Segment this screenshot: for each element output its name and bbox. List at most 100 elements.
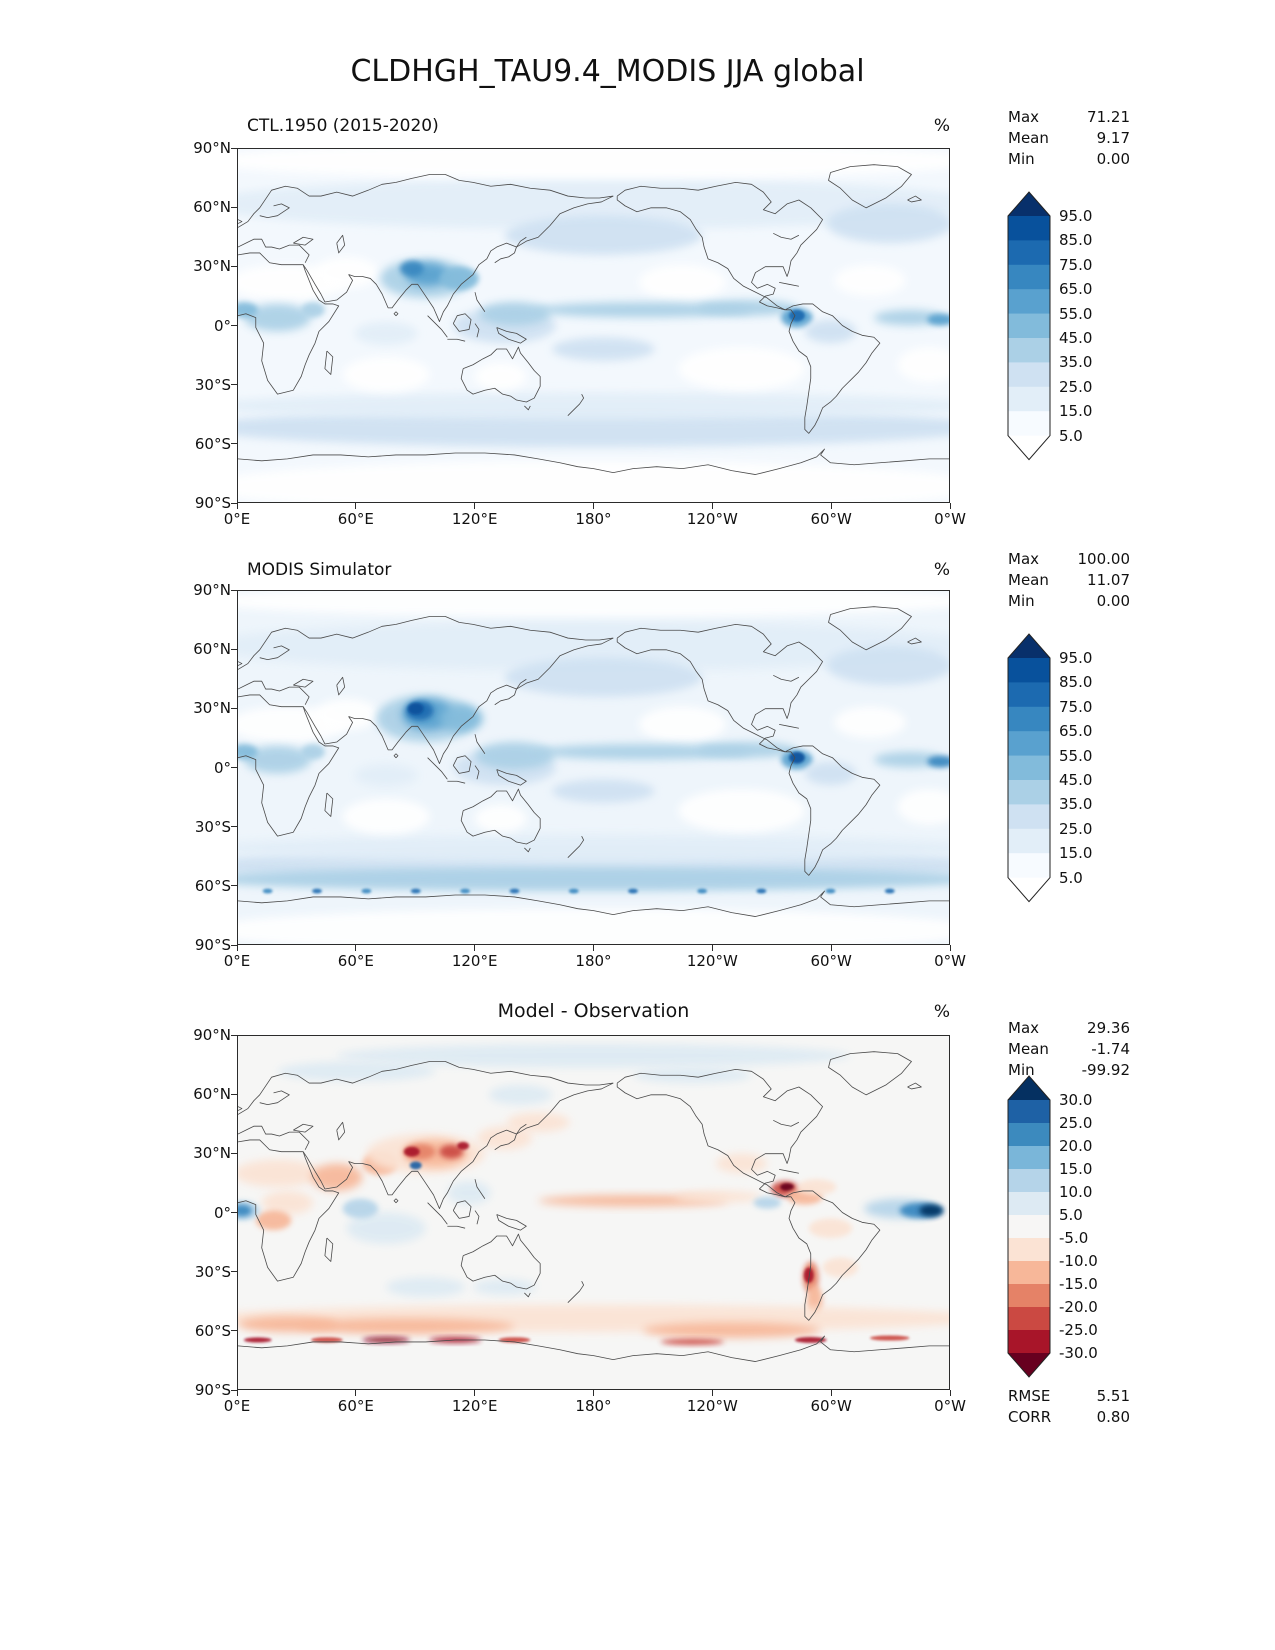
shading-blob <box>506 1112 570 1133</box>
shading-blob <box>238 301 258 318</box>
coastline-path <box>238 695 339 836</box>
coastline-path <box>325 1238 333 1262</box>
lat-tick-label: 0° <box>213 1203 231 1222</box>
colorbar-tick-label: 15.0 <box>1059 844 1093 863</box>
colorbar-cell <box>1008 706 1050 732</box>
lon-tick-label: 60°E <box>337 1397 374 1415</box>
colorbar-cell <box>1008 1261 1050 1285</box>
shading-blob <box>238 1204 252 1217</box>
colorbar-over-arrow <box>1008 1076 1050 1100</box>
lon-tick-label: 120°W <box>686 1397 738 1415</box>
lat-tick-mark <box>231 443 237 445</box>
stat-row: Min 0.00 <box>1008 149 1130 170</box>
colorbar-tick-label: 75.0 <box>1059 697 1093 716</box>
shading-blob <box>403 1146 420 1157</box>
coastline-path <box>238 891 949 916</box>
colorbar-cell <box>1008 1215 1050 1239</box>
lon-tick-label: 180° <box>575 1397 612 1415</box>
shading-blob <box>457 1141 470 1150</box>
colorbar-cell <box>1008 804 1050 830</box>
colorbar-tick-label: -25.0 <box>1059 1321 1098 1339</box>
shading-blob <box>927 755 949 768</box>
colorbar-over-arrow <box>1008 191 1050 216</box>
colorbar-tick-label: 45.0 <box>1059 771 1093 789</box>
lon-tick-mark <box>949 1390 951 1396</box>
shading-blob <box>756 888 767 894</box>
shading-blob <box>409 1161 422 1170</box>
stat-row: Max 71.21 <box>1008 107 1130 128</box>
shading-blob <box>238 149 949 179</box>
lon-tick-mark <box>474 945 476 951</box>
stat-row: Mean 9.17 <box>1008 128 1130 149</box>
lat-tick-label: 60°N <box>193 198 231 217</box>
lon-tick-label: 0°E <box>223 952 251 970</box>
shading-blob <box>638 706 726 743</box>
colorbar-cell <box>1008 828 1050 854</box>
coastline-path <box>337 677 345 695</box>
coastline-path <box>785 746 880 875</box>
shading-blob <box>399 260 424 277</box>
coastline-path <box>260 1091 290 1105</box>
colorbar-outline <box>1007 191 1051 461</box>
shading-blob <box>238 743 258 760</box>
stat-value-max: 100.00 <box>1077 550 1131 568</box>
map-field-panel-2 <box>238 591 949 944</box>
coastline-path <box>475 1211 479 1225</box>
lat-tick-mark <box>231 944 237 946</box>
shading-blob <box>780 1183 794 1191</box>
colorbar-tick-label: 25.0 <box>1059 1114 1093 1132</box>
lon-tick-mark <box>830 945 832 951</box>
lat-tick-label: 60°S <box>194 1321 231 1340</box>
lat-tick-label: 0° <box>213 758 231 777</box>
contour-shading <box>238 149 949 502</box>
colorbar-cell <box>1008 1192 1050 1216</box>
stat-value-min: 0.00 <box>1096 150 1130 168</box>
shading-blob <box>238 620 949 672</box>
shading-blob <box>919 1204 944 1217</box>
stat-value-min: -99.92 <box>1081 1061 1130 1079</box>
coastline-path <box>617 1083 785 1197</box>
lat-tick-label: 30°N <box>193 257 231 276</box>
shading-blob <box>628 888 638 894</box>
shading-blob <box>354 321 418 346</box>
coastline-path <box>238 239 309 263</box>
coastline-path <box>325 351 333 375</box>
lon-tick-label: 180° <box>575 510 612 528</box>
shading-blob <box>475 804 527 833</box>
coastline-path <box>568 836 584 858</box>
colorbar-tick-label: 55.0 <box>1059 304 1093 323</box>
coastline-path <box>461 347 540 402</box>
shading-blob <box>342 1198 379 1219</box>
coastline-path <box>293 237 313 245</box>
coastline-path <box>773 1120 799 1126</box>
lat-tick-mark <box>231 707 237 709</box>
shading-blob <box>825 888 836 894</box>
coastline-path <box>495 1124 527 1149</box>
shading-blob <box>439 704 483 733</box>
colorbar-cell <box>1008 264 1050 290</box>
contour-shading <box>238 1043 949 1345</box>
coastline-path <box>495 237 527 262</box>
colorbar-tick-label: 5.0 <box>1059 1206 1083 1224</box>
coastline-path <box>349 1083 614 1209</box>
shading-blob <box>660 1338 724 1345</box>
lat-tick-mark <box>231 589 237 591</box>
stat-label-min: Min <box>1008 150 1035 168</box>
shading-blob <box>301 743 325 760</box>
shading-blob <box>238 834 949 862</box>
colorbar-tick-label: 85.0 <box>1059 231 1093 250</box>
colorbar-cell <box>1008 1146 1050 1170</box>
lon-tick-label: 120°E <box>451 510 498 528</box>
shading-blob <box>439 266 479 291</box>
coastline-path <box>453 314 471 332</box>
lon-tick-mark <box>949 945 951 951</box>
lon-tick-mark <box>474 503 476 509</box>
lat-tick-label: 30°N <box>193 699 231 718</box>
lat-tick-label: 60°S <box>194 434 231 453</box>
colorbar-tick-label: 55.0 <box>1059 746 1093 765</box>
coastline-path <box>908 638 922 644</box>
shading-blob <box>803 1267 814 1284</box>
shading-blob <box>473 1279 537 1295</box>
colorbar-tick-label: 75.0 <box>1059 255 1093 274</box>
